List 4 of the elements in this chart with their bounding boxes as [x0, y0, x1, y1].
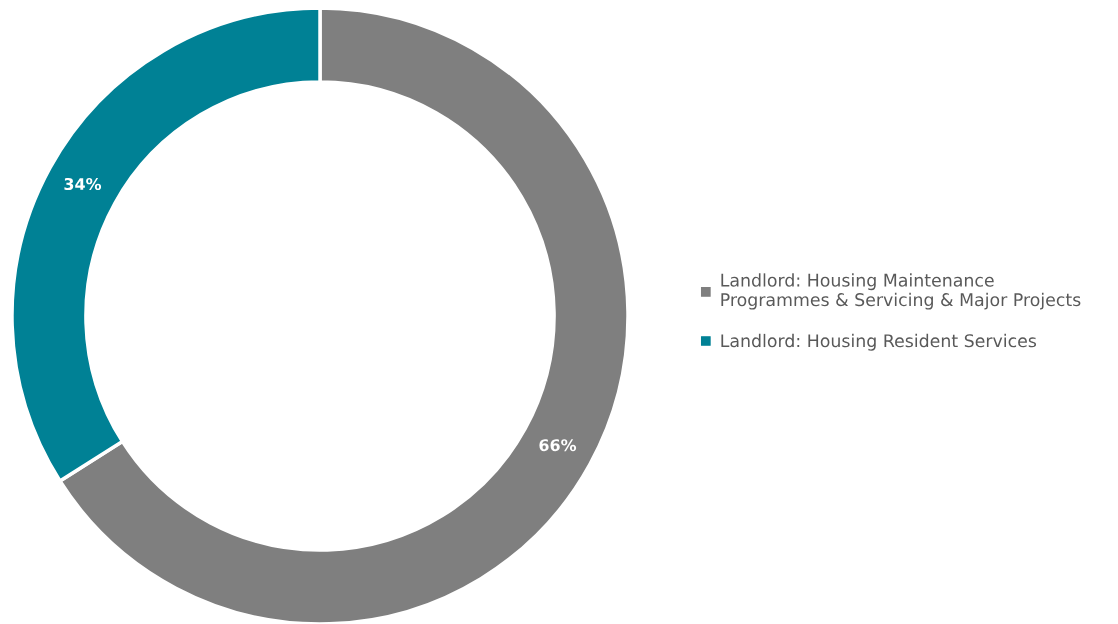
legend-label: Landlord: Housing Resident Services	[721, 333, 1037, 351]
data-label: 34%	[64, 177, 102, 191]
legend-label: Landlord: Housing Maintenance Programmes & Servicing & Major Projects	[721, 273, 1081, 310]
data-label: 66%	[539, 439, 577, 452]
